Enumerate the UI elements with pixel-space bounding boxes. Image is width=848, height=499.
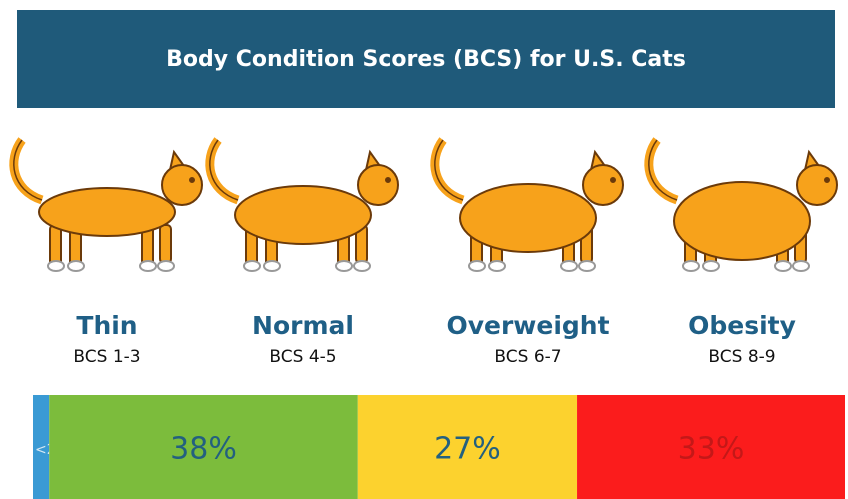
cat-tail	[649, 140, 677, 200]
cat-paw	[336, 261, 352, 271]
legend-sublabel: BCS 1-3	[73, 347, 140, 367]
cat-paw	[140, 261, 156, 271]
cat-head	[162, 165, 202, 205]
legend-name: Obesity	[688, 311, 796, 340]
cat-head	[797, 165, 837, 205]
cat-paw	[793, 261, 809, 271]
legend-sublabel: BCS 4-5	[269, 347, 336, 367]
cat-paw	[244, 261, 260, 271]
cat-paw	[68, 261, 84, 271]
legend-name: Thin	[76, 311, 137, 340]
cat-body	[235, 186, 371, 244]
cat-paw	[683, 261, 699, 271]
cat-paw	[703, 261, 719, 271]
legend-name: Overweight	[446, 311, 609, 340]
value-label: 33%	[678, 432, 745, 467]
cat	[649, 140, 837, 271]
infographic: Body Condition Scores (BCS) for U.S. Cat…	[0, 0, 848, 499]
cat	[210, 140, 398, 271]
cat-eye	[386, 178, 390, 182]
cat-paw	[158, 261, 174, 271]
cat-head	[358, 165, 398, 205]
cat-leg	[160, 225, 171, 263]
cat-body	[460, 184, 596, 252]
cat-paw	[354, 261, 370, 271]
cat-eye	[825, 178, 829, 182]
cat-tail	[14, 140, 42, 200]
cat-paw	[579, 261, 595, 271]
value-label: 27%	[434, 432, 501, 467]
cat-body	[39, 188, 175, 236]
cat-paw	[775, 261, 791, 271]
cat-eye	[190, 178, 194, 182]
legend-sublabel: BCS 8-9	[708, 347, 775, 367]
cat-tail	[435, 140, 463, 200]
cat-illustrations	[14, 140, 837, 271]
cat-paw	[561, 261, 577, 271]
cat-leg	[50, 225, 61, 265]
legend-sublabel: BCS 6-7	[494, 347, 561, 367]
cat	[14, 140, 202, 271]
cat-paw	[489, 261, 505, 271]
cat-paw	[469, 261, 485, 271]
cat-body	[674, 182, 810, 260]
cat-tail	[210, 140, 238, 200]
cat-eye	[611, 178, 615, 182]
cat-head	[583, 165, 623, 205]
cat	[435, 140, 623, 271]
value-label: 38%	[170, 432, 237, 467]
legend-name: Normal	[252, 311, 354, 340]
stacked-bar: <2%38%27%33%	[33, 395, 845, 499]
chart-title: Body Condition Scores (BCS) for U.S. Cat…	[166, 47, 686, 72]
cat-paw	[264, 261, 280, 271]
cat-paw	[48, 261, 64, 271]
